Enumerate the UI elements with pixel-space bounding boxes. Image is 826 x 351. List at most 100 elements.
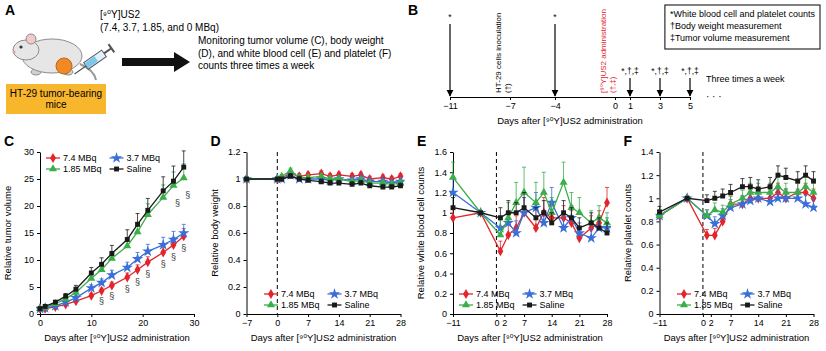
legend-entry: 1.85 MBq bbox=[677, 300, 733, 310]
data-point bbox=[358, 181, 363, 186]
data-point bbox=[511, 227, 522, 238]
y-axis-tick-mark bbox=[450, 274, 453, 275]
x-axis-tick: 0 bbox=[275, 314, 280, 328]
panel-label: A bbox=[5, 2, 15, 18]
data-point bbox=[712, 196, 717, 201]
y-axis-tick-mark bbox=[37, 260, 40, 261]
series-line bbox=[40, 178, 184, 309]
event-label: [⁹⁰Y]US2 administration(†,‡) bbox=[599, 9, 617, 93]
y-axis-tick-mark bbox=[450, 152, 453, 153]
data-point bbox=[772, 192, 783, 203]
timeline-tick-label: 0 bbox=[613, 101, 618, 111]
x-axis-title: Days after [⁹⁰Y]US2 administration bbox=[44, 332, 190, 343]
y-axis-tick: 0.2 bbox=[228, 282, 247, 292]
legend-marker bbox=[527, 303, 532, 308]
event-label: *,†,‡ bbox=[651, 66, 669, 76]
x-axis-tick-mark bbox=[758, 314, 759, 317]
y-axis-tick-mark bbox=[657, 152, 660, 153]
data-point bbox=[498, 215, 503, 220]
data-point bbox=[449, 187, 459, 198]
error-bar-cap bbox=[740, 178, 744, 179]
x-axis-tick: 20 bbox=[138, 314, 148, 328]
y-axis-tick-mark bbox=[37, 287, 40, 288]
timeline-tick-mark bbox=[450, 97, 451, 100]
error-bar-cap bbox=[713, 202, 717, 203]
data-point bbox=[43, 304, 48, 309]
error-bar-cap bbox=[451, 197, 455, 198]
error-bar-cap bbox=[534, 207, 538, 208]
x-axis-tick: 14 bbox=[547, 314, 557, 328]
legend-marker bbox=[50, 153, 56, 163]
plot-area bbox=[243, 152, 405, 314]
y-axis-tick-label: 0.2 bbox=[434, 289, 447, 299]
timeline-tick-label: 5 bbox=[688, 101, 693, 111]
x-axis-tick-label: 2 bbox=[709, 318, 714, 328]
y-axis-tick: 1 bbox=[648, 194, 659, 204]
x-axis-tick: −11 bbox=[653, 314, 668, 328]
series-line bbox=[660, 198, 814, 223]
y-axis-tick-label: 0.4 bbox=[434, 269, 447, 279]
y-axis-tick-mark bbox=[37, 233, 40, 234]
data-point bbox=[160, 247, 166, 257]
key-entry: *White blood cell and platelet counts bbox=[670, 9, 816, 19]
chart-panel: −1102714212800.20.40.60.811.21.41.67.4 M… bbox=[415, 133, 613, 343]
x-axis-tick-label: 20 bbox=[138, 318, 148, 328]
panel-a: AHT-29 tumor-bearingmice[⁹⁰Y]US2(7.4, 3.… bbox=[5, 2, 391, 114]
y-axis-tick: 0.4 bbox=[641, 263, 660, 273]
data-point bbox=[328, 181, 333, 186]
error-bar-cap bbox=[136, 213, 140, 214]
panel-b: B−11−7−40135*HT-29 cells inoculation(†)*… bbox=[408, 2, 820, 126]
data-point bbox=[275, 177, 280, 182]
x-axis-tick: 0 bbox=[701, 314, 706, 328]
annotation: § bbox=[125, 284, 130, 294]
y-axis-tick: 0.6 bbox=[434, 249, 453, 259]
event-arrow bbox=[629, 78, 630, 96]
x-axis-tick-mark bbox=[579, 314, 580, 317]
error-bar-cap bbox=[100, 257, 104, 258]
series-line bbox=[247, 171, 401, 185]
data-point bbox=[738, 194, 746, 201]
y-axis-title: Relative white blood cell counts bbox=[415, 166, 426, 299]
y-axis-tick-mark bbox=[657, 175, 660, 176]
timeline-tick-label: −4 bbox=[550, 101, 560, 111]
y-axis-tick-label: 10 bbox=[24, 255, 34, 265]
annotation: § bbox=[109, 291, 114, 301]
data-point bbox=[96, 277, 107, 288]
error-bar-cap bbox=[550, 187, 554, 188]
error-bar-cap bbox=[136, 252, 140, 253]
timeline-tick-label: 3 bbox=[658, 101, 663, 111]
data-point bbox=[776, 173, 781, 178]
syringe-barrel bbox=[84, 50, 107, 69]
y-axis-tick-label: 1.4 bbox=[434, 168, 447, 178]
data-point bbox=[125, 237, 130, 242]
x-axis-tick: 28 bbox=[809, 314, 819, 328]
legend: 7.4 MBq3.7 MBq1.85 MBqSaline bbox=[46, 152, 160, 174]
error-bar-cap bbox=[713, 216, 717, 217]
data-point bbox=[569, 215, 574, 220]
data-point bbox=[243, 174, 251, 181]
data-point bbox=[774, 182, 782, 189]
y-axis-tick: 0.2 bbox=[434, 289, 453, 299]
data-point bbox=[449, 173, 457, 180]
subject-label-line: HT-29 tumor-bearing bbox=[10, 88, 102, 99]
timeline-line bbox=[451, 97, 691, 98]
y-axis-tick-label: 1.2 bbox=[434, 188, 447, 198]
error-bar-cap bbox=[748, 177, 752, 178]
error-bar-cap bbox=[577, 217, 581, 218]
legend-marker bbox=[681, 289, 687, 299]
error-bar-cap bbox=[729, 195, 733, 196]
event-label: HT-29 cells inoculation(†) bbox=[494, 13, 512, 93]
legend-label: Saline bbox=[758, 300, 783, 310]
y-axis-line bbox=[40, 153, 41, 315]
event-label-line: HT-29 cells inoculation bbox=[494, 13, 503, 93]
data-point bbox=[326, 174, 334, 181]
legend-marker bbox=[267, 300, 275, 307]
error-bar-cap bbox=[605, 222, 609, 223]
series-line bbox=[453, 208, 607, 233]
data-point bbox=[809, 188, 817, 195]
data-point bbox=[522, 205, 527, 210]
data-point bbox=[109, 280, 115, 290]
y-axis-tick: 15 bbox=[24, 228, 40, 238]
data-point bbox=[756, 187, 761, 192]
x-axis-line bbox=[660, 314, 814, 315]
